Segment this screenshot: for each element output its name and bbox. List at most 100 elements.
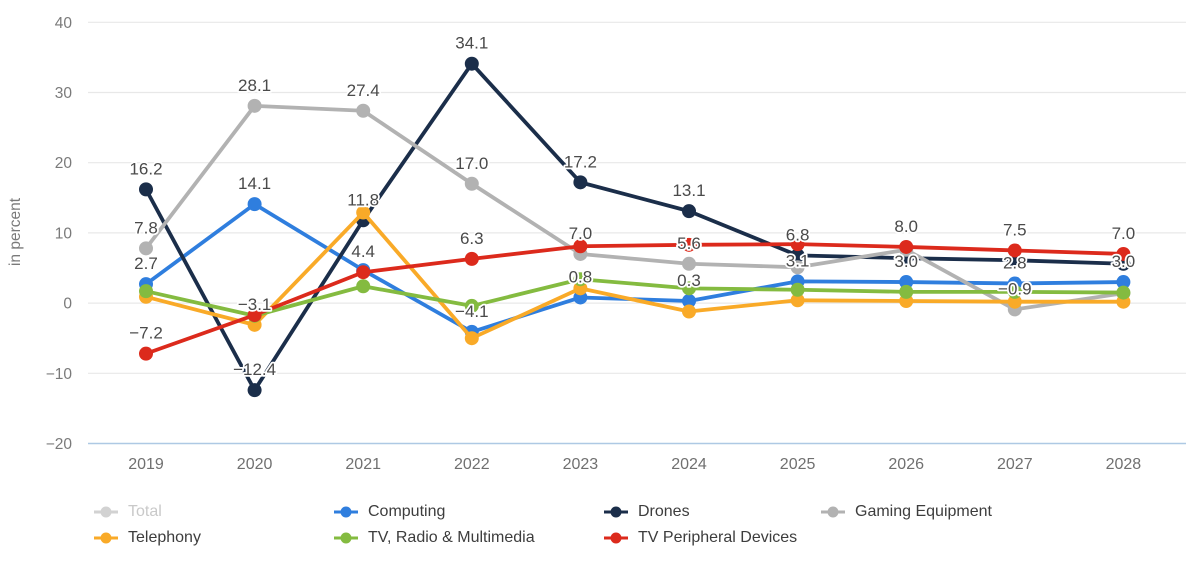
point-tv-peripheral-devices-2020[interactable]	[247, 308, 262, 323]
label-tv-peripheral-devices-2021: 4.4	[351, 242, 375, 261]
point-tv-radio-multimedia-2019[interactable]	[139, 284, 153, 299]
legend-item-drones[interactable]: Drones	[603, 501, 690, 523]
legend-label-computing: Computing	[368, 503, 446, 520]
point-tv-peripheral-devices-2026[interactable]	[899, 239, 914, 254]
y-tick--10: −10	[46, 366, 73, 383]
x-tick-2019: 2019	[128, 456, 164, 473]
line-drones	[144, 61, 1126, 393]
point-tv-radio-multimedia-2024[interactable]	[682, 281, 696, 296]
point-tv-peripheral-devices-2021[interactable]	[356, 265, 371, 280]
legend-item-gaming-equipment[interactable]: Gaming Equipment	[820, 501, 992, 523]
point-tv-peripheral-devices-2027[interactable]	[1007, 243, 1022, 258]
x-tick-2022: 2022	[454, 456, 490, 473]
line-tv-radio-multimedia	[144, 277, 1126, 318]
label-drones-2022: 34.1	[455, 34, 488, 53]
x-tick-2021: 2021	[345, 456, 381, 473]
label-gaming-equipment-2024: 5.6	[677, 234, 701, 253]
point-computing-2026[interactable]	[899, 275, 914, 290]
line-telephony	[144, 210, 1126, 341]
legend-marker-drones	[604, 506, 628, 518]
label-gaming-equipment-2019: 7.8	[134, 218, 158, 237]
label-computing-2022: −4.1	[455, 302, 489, 321]
point-tv-radio-multimedia-2023[interactable]	[573, 272, 588, 287]
x-tick-2024: 2024	[671, 456, 707, 473]
point-tv-radio-multimedia-2026[interactable]	[899, 284, 914, 299]
x-tick-2025: 2025	[780, 456, 816, 473]
point-drones-2019[interactable]	[139, 182, 153, 197]
label-gaming-equipment-2021: 27.4	[347, 81, 380, 100]
label-gaming-equipment-2022: 17.0	[455, 154, 488, 173]
point-tv-peripheral-devices-2019[interactable]	[139, 346, 153, 361]
point-tv-radio-multimedia-2021[interactable]	[356, 279, 371, 294]
point-gaming-equipment-2019[interactable]	[139, 241, 153, 256]
legend-marker-computing	[334, 506, 358, 518]
x-tick-2028: 2028	[1106, 456, 1142, 473]
point-tv-radio-multimedia-2028[interactable]	[1116, 285, 1131, 300]
legend-marker-telephony	[94, 532, 118, 544]
point-drones-2023[interactable]	[573, 175, 588, 190]
legend-item-tv-radio-multimedia[interactable]: TV, Radio & Multimedia	[333, 527, 535, 549]
label-drones-2021: 11.8	[347, 190, 379, 209]
point-drones-2027[interactable]	[1007, 253, 1022, 268]
legend-item-telephony[interactable]: Telephony	[93, 527, 201, 549]
point-telephony-2024[interactable]	[682, 304, 696, 319]
point-tv-peripheral-devices-2025[interactable]	[790, 237, 805, 252]
label-gaming-equipment-2023: 7.0	[569, 224, 593, 243]
legend-marker-tv-radio-multimedia	[334, 532, 358, 544]
point-tv-radio-multimedia-2025[interactable]	[790, 282, 805, 297]
growth-line-chart: 40 30 20 10 0 −10 −20 2019 2020 2021 2022 2023 2024 2…	[7, 15, 1186, 473]
label-computing-2025: 3.1	[786, 251, 810, 270]
label-drones-2019: 16.2	[129, 159, 162, 178]
label-computing-2027: 2.8	[1003, 253, 1027, 272]
point-drones-2022[interactable]	[464, 56, 479, 71]
legend-marker-gaming-equipment	[821, 506, 845, 518]
point-telephony-2027[interactable]	[1007, 294, 1022, 309]
point-drones-2028[interactable]	[1116, 256, 1131, 271]
legend-item-computing[interactable]: Computing	[333, 501, 445, 523]
line-tv-peripheral-devices	[144, 242, 1126, 356]
x-tick-2027: 2027	[997, 456, 1033, 473]
point-tv-radio-multimedia-2022[interactable]	[464, 298, 479, 313]
x-tick-2023: 2023	[563, 456, 599, 473]
label-computing-2019: 2.7	[134, 254, 158, 273]
point-gaming-equipment-2020[interactable]	[247, 98, 262, 113]
point-computing-2020[interactable]	[247, 197, 262, 212]
point-tv-peripheral-devices-2023[interactable]	[573, 239, 588, 254]
y-tick-40: 40	[55, 15, 73, 32]
point-drones-2025[interactable]	[790, 248, 805, 263]
label-gaming-equipment-2020: 28.1	[238, 76, 271, 95]
y-tick-30: 30	[55, 85, 73, 102]
point-gaming-equipment-2022[interactable]	[464, 176, 479, 191]
point-tv-peripheral-devices-2028[interactable]	[1116, 246, 1131, 261]
legend-item-tv-peripheral-devices[interactable]: TV Peripheral Devices	[603, 527, 797, 549]
point-tv-peripheral-devices-2024[interactable]	[682, 237, 696, 252]
x-tick-2026: 2026	[888, 456, 924, 473]
point-tv-peripheral-devices-2022[interactable]	[464, 251, 479, 266]
point-gaming-equipment-2025[interactable]	[790, 260, 805, 275]
label-drones-2020: −12.4	[233, 360, 276, 379]
y-axis-title: in percent	[7, 197, 24, 266]
line-gaming-equipment	[144, 103, 1126, 312]
point-drones-2020[interactable]	[247, 383, 262, 398]
point-telephony-2022[interactable]	[464, 331, 479, 346]
label-tv-peripheral-devices-2019: −7.2	[129, 324, 163, 343]
label-computing-2023: 0.8	[569, 267, 593, 286]
label-computing-2020: 14.1	[238, 174, 271, 193]
point-gaming-equipment-2024[interactable]	[682, 256, 696, 271]
point-drones-2024[interactable]	[682, 204, 696, 219]
point-gaming-equipment-2021[interactable]	[356, 103, 371, 118]
label-drones-2025: 6.8	[786, 225, 810, 244]
legend-label-tv-radio-multimedia: TV, Radio & Multimedia	[368, 529, 535, 546]
point-computing-2028[interactable]	[1116, 275, 1131, 290]
x-tick-2020: 2020	[237, 456, 273, 473]
label-tv-peripheral-devices-2028: 7.0	[1112, 224, 1136, 243]
legend-label-total: Total	[128, 503, 162, 520]
point-tv-radio-multimedia-2027[interactable]	[1007, 284, 1022, 299]
point-computing-2024[interactable]	[682, 293, 696, 308]
point-telephony-2021[interactable]	[356, 205, 371, 220]
point-telephony-2025[interactable]	[790, 293, 805, 308]
line-computing	[144, 202, 1126, 334]
y-tick-10: 10	[55, 225, 73, 242]
legend-item-total[interactable]: Total	[93, 501, 162, 523]
